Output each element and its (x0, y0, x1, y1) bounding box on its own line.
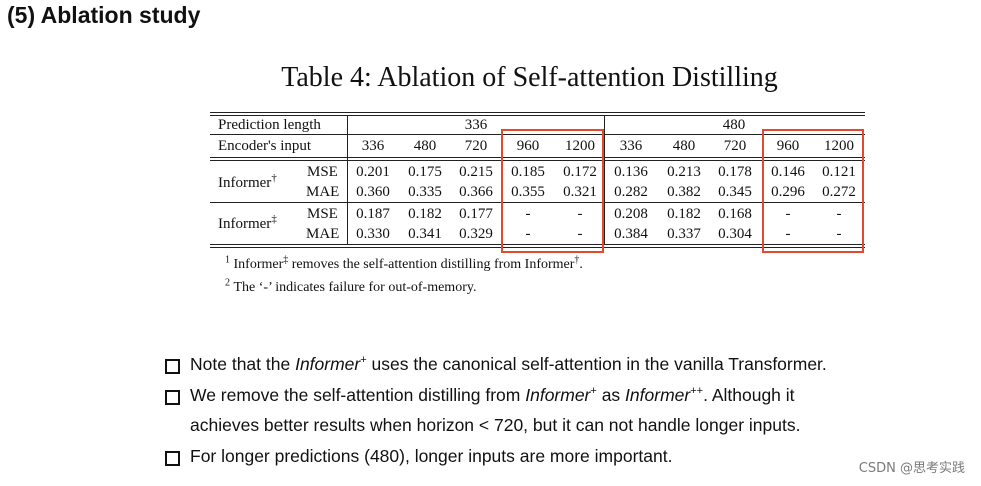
cell: 0.282 (614, 184, 648, 200)
cell: 0.177 (459, 206, 493, 222)
enc-col: 480 (413, 138, 437, 154)
cell: 0.187 (356, 206, 390, 222)
enc-col: 720 (723, 138, 747, 154)
cell: 0.321 (563, 184, 597, 200)
cell: - (525, 226, 531, 242)
bullet-box-icon (165, 451, 180, 466)
cell: 0.345 (718, 184, 752, 200)
cell: 0.304 (718, 226, 752, 242)
table-top-rule (210, 112, 865, 113)
cell: 0.178 (718, 164, 752, 180)
enc-col: 336 (361, 138, 385, 154)
footnote-1: 1 Informer‡ removes the self-attention d… (225, 254, 583, 272)
bullet-box-icon (165, 359, 180, 374)
cell: 0.272 (822, 184, 856, 200)
prediction-group-480: 480 (722, 117, 746, 133)
model-informer-double-dagger: Informer‡ (218, 213, 277, 233)
ablation-table: Prediction length 336 480 Encoder's inpu… (210, 112, 865, 252)
cell: 0.355 (511, 184, 545, 200)
table-rule (210, 202, 865, 203)
highlight-box-336 (501, 129, 604, 253)
table-vrule (347, 115, 348, 244)
metric-mse: MSE (307, 164, 338, 180)
enc-col: 960 (516, 138, 540, 154)
cell: 0.360 (356, 184, 390, 200)
prediction-group-336: 336 (464, 117, 488, 133)
enc-col: 1200 (824, 138, 854, 154)
cell: - (785, 206, 791, 222)
cell: 0.168 (718, 206, 752, 222)
cell: - (577, 206, 583, 222)
cell: - (577, 226, 583, 242)
cell: - (525, 206, 531, 222)
cell: 0.335 (408, 184, 442, 200)
cell: 0.382 (667, 184, 701, 200)
cell: 0.182 (667, 206, 701, 222)
cell: - (836, 206, 842, 222)
cell: - (836, 226, 842, 242)
cell: 0.136 (614, 164, 648, 180)
bullet-text: Note that the Informer+ uses the canonic… (190, 354, 827, 374)
cell: 0.215 (459, 164, 493, 180)
model-informer-dagger: Informer† (218, 172, 277, 192)
bullet-text: We remove the self-attention distilling … (190, 385, 795, 405)
bullet-box-icon (165, 390, 180, 405)
cell: 0.329 (459, 226, 493, 242)
table-rule (210, 157, 865, 158)
watermark: CSDN @思考实践 (858, 461, 965, 476)
enc-col: 480 (672, 138, 696, 154)
cell: 0.146 (771, 164, 805, 180)
cell: 0.182 (408, 206, 442, 222)
cell: 0.341 (408, 226, 442, 242)
enc-col: 1200 (565, 138, 595, 154)
cell: 0.337 (667, 226, 701, 242)
cell: 0.175 (408, 164, 442, 180)
cell: 0.172 (563, 164, 597, 180)
table-rule (210, 134, 865, 135)
metric-mse: MSE (307, 206, 338, 222)
table-bottom-rule (210, 244, 865, 245)
cell: 0.384 (614, 226, 648, 242)
cell: 0.296 (771, 184, 805, 200)
cell: 0.185 (511, 164, 545, 180)
table-top-rule-2 (210, 115, 865, 116)
bullet-text: For longer predictions (480), longer inp… (190, 446, 673, 466)
enc-col: 960 (776, 138, 800, 154)
slide-heading: (5) Ablation study (7, 2, 201, 28)
table-caption: Table 4: Ablation of Self-attention Dist… (281, 62, 778, 93)
metric-mae: MAE (306, 184, 340, 200)
cell: 0.201 (356, 164, 390, 180)
highlight-box-480 (762, 129, 864, 253)
table-bottom-rule-2 (210, 247, 865, 248)
table-vrule (604, 115, 605, 244)
enc-col: 720 (464, 138, 488, 154)
cell: - (785, 226, 791, 242)
cell: 0.213 (667, 164, 701, 180)
metric-mae: MAE (306, 226, 340, 242)
cell: 0.208 (614, 206, 648, 222)
cell: 0.121 (822, 164, 856, 180)
enc-col: 336 (619, 138, 643, 154)
encoder-input-label: Encoder's input (218, 138, 312, 154)
table-rule (210, 160, 865, 161)
footnote-2: 2 The ‘-’ indicates failure for out-of-m… (225, 277, 477, 295)
prediction-length-label: Prediction length (218, 117, 321, 133)
cell: 0.330 (356, 226, 390, 242)
cell: 0.366 (459, 184, 493, 200)
bullet-text: achieves better results when horizon < 7… (190, 415, 801, 435)
